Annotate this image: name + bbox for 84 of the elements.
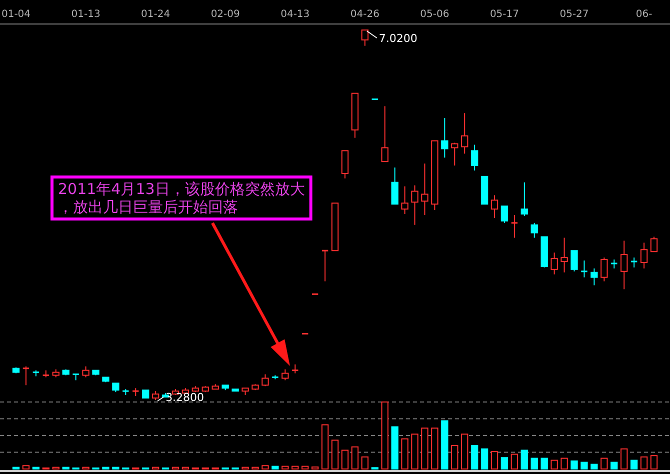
bar [600, 458, 608, 470]
candlestick [282, 368, 289, 381]
bar [321, 424, 329, 470]
candlestick [381, 106, 388, 162]
bar [470, 445, 478, 470]
candlestick [550, 252, 558, 275]
bar [331, 440, 339, 470]
candlestick [441, 118, 448, 158]
candlestick [490, 194, 498, 218]
x-tick-label: 06- [636, 9, 653, 20]
bar [311, 466, 319, 470]
candlestick [650, 236, 658, 252]
bar [451, 445, 458, 470]
candlestick [361, 30, 368, 46]
bar [401, 438, 408, 470]
bar [262, 465, 269, 470]
candlestick [22, 366, 30, 386]
bar [411, 434, 418, 470]
bar [650, 455, 658, 470]
bar [570, 460, 578, 470]
bar [520, 450, 528, 470]
bar [282, 466, 289, 470]
x-tick-label: 01-13 [71, 9, 100, 20]
candlestick [630, 257, 638, 268]
candlestick [391, 167, 398, 205]
bar [272, 466, 279, 470]
x-tick-label: 05-06 [420, 9, 450, 20]
bar [22, 465, 30, 470]
bar [630, 460, 638, 470]
x-tick-label: 01-04 [1, 9, 31, 20]
bar [441, 420, 448, 470]
candlestick [461, 112, 468, 154]
bar [490, 451, 498, 470]
x-tick-label: 05-27 [560, 9, 589, 20]
bar [391, 426, 398, 470]
candlestick [560, 237, 568, 273]
bar [302, 466, 309, 470]
x-tick-label: 04-13 [280, 9, 310, 20]
candlestick [620, 240, 628, 290]
x-tick-label: 05-17 [490, 9, 519, 20]
candlestick [401, 186, 408, 215]
bar [500, 457, 508, 470]
candlestick [640, 242, 648, 269]
annotation: 3.2800 [166, 391, 204, 404]
bar [510, 454, 518, 470]
bar [292, 466, 299, 470]
bar [480, 448, 488, 470]
candlestick [411, 184, 418, 226]
bar [540, 458, 548, 470]
candlestick [510, 214, 518, 238]
candlestick [82, 366, 90, 378]
bar [351, 446, 359, 470]
annotation: 2011年4月13日，该股价格突然放大，放出几日巨量后开始回落 [58, 180, 305, 216]
bar [421, 428, 428, 470]
bar [530, 458, 538, 470]
candlestick [421, 163, 428, 216]
candlestick [341, 150, 349, 179]
candlestick [321, 250, 329, 282]
candlestick [570, 250, 578, 272]
candlestick [470, 144, 478, 171]
bar [590, 464, 598, 470]
bar [461, 434, 468, 470]
bar [580, 462, 588, 470]
bar [341, 450, 349, 470]
candlestick [520, 182, 528, 216]
candlestick [590, 268, 598, 286]
bar [381, 402, 388, 470]
bar [361, 456, 368, 470]
bar [560, 458, 568, 470]
bar [610, 462, 618, 470]
bar [640, 456, 648, 470]
bar [620, 448, 628, 470]
candlestick [580, 260, 588, 278]
candlestick [262, 374, 269, 387]
x-tick-label: 01-24 [141, 9, 170, 20]
x-tick-label: 02-09 [210, 9, 240, 20]
candlestick [530, 222, 538, 238]
x-tick-label: 04-26 [350, 9, 380, 20]
bar [550, 460, 558, 470]
candlestick [451, 142, 458, 166]
annotation: 7.0200 [378, 32, 418, 45]
candlestick [600, 257, 608, 282]
bar [431, 428, 438, 470]
candlestick [500, 206, 508, 224]
